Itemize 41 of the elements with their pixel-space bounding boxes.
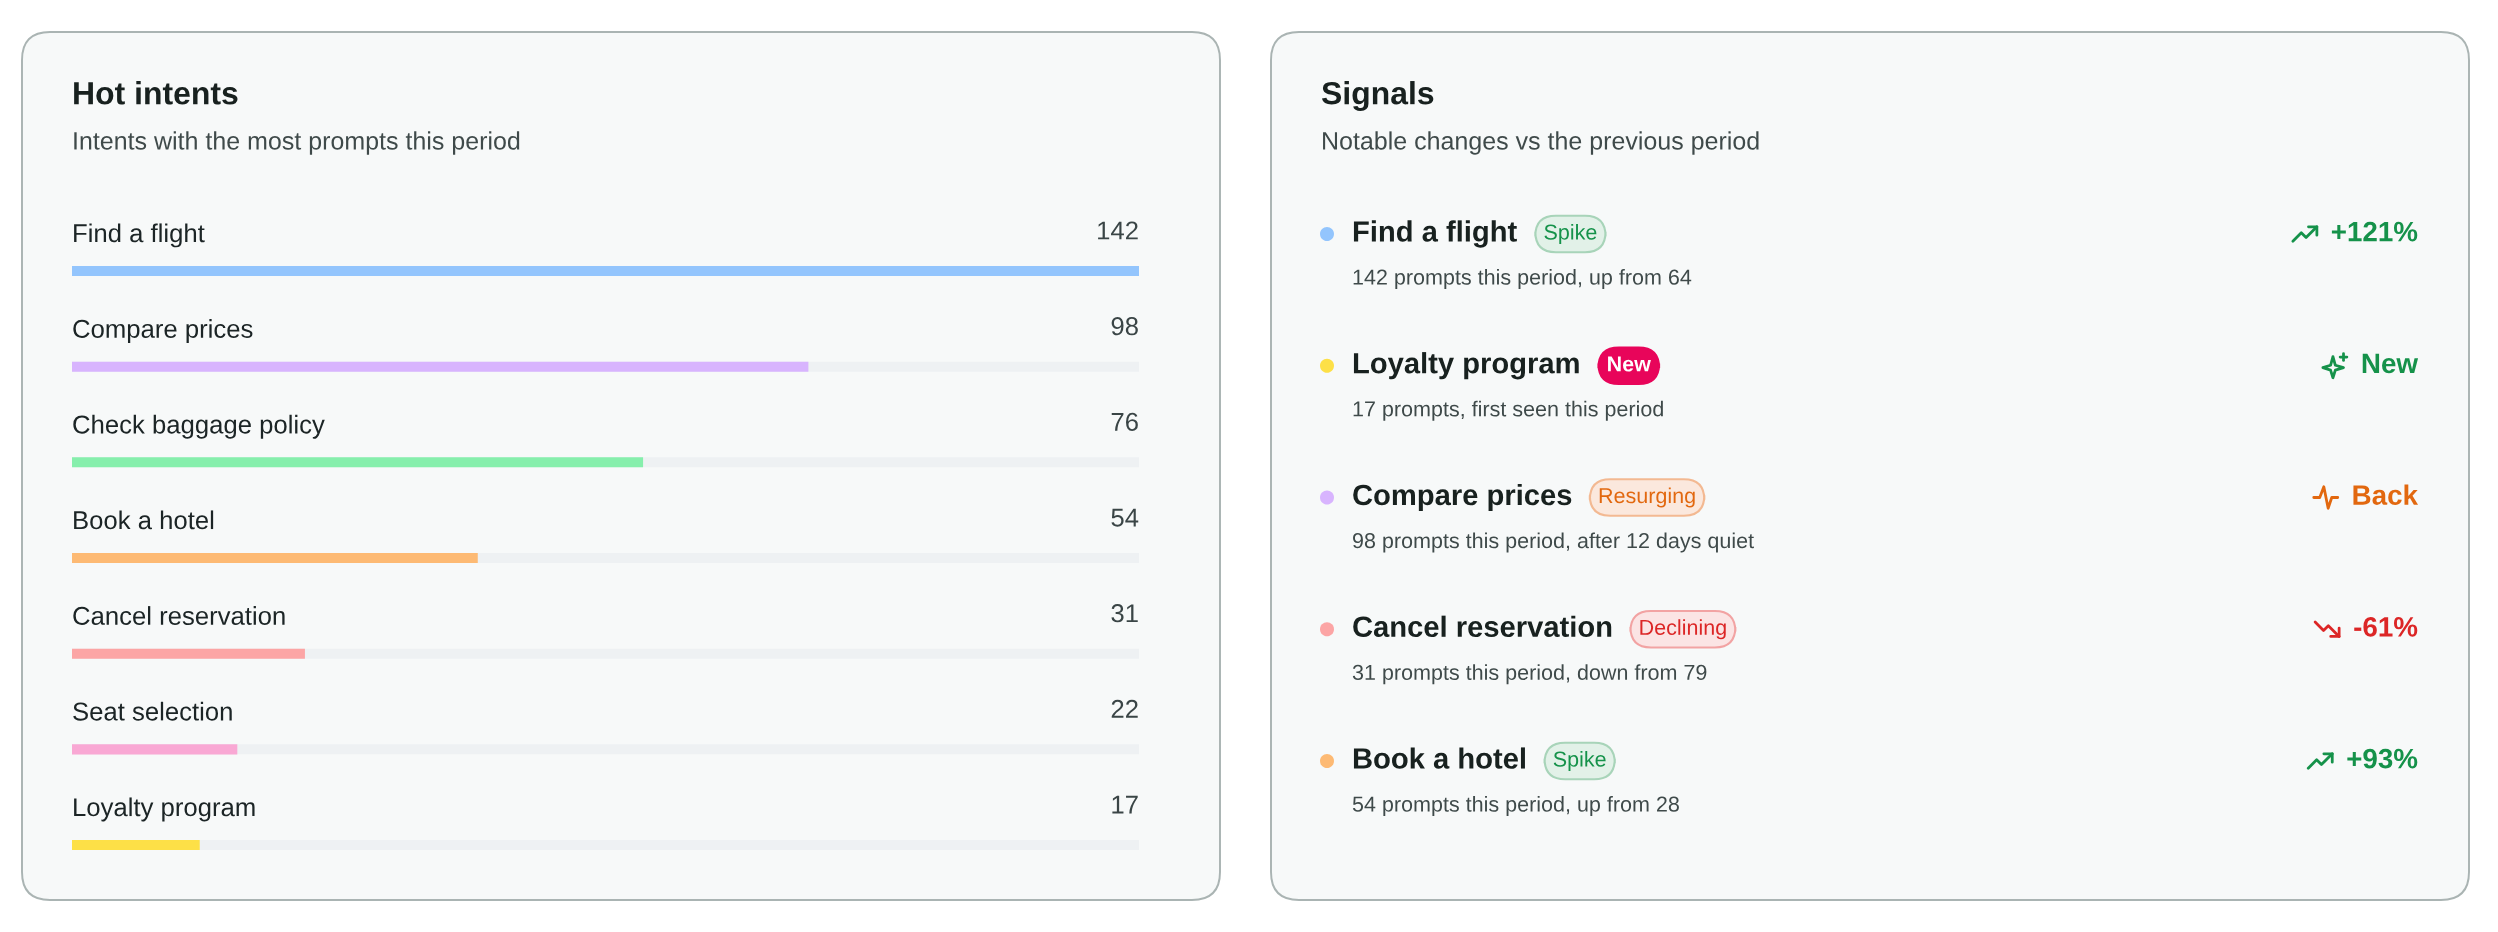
data-label: 22 — [1111, 699, 1138, 718]
y-tick-label: Book a hotel — [74, 510, 214, 530]
data-label: 54 — [1111, 508, 1139, 527]
category-label: Compare prices — [1353, 483, 1572, 512]
text: 17 prompts, first seen this period — [1353, 400, 1663, 421]
text: Declining — [1640, 619, 1726, 640]
y-tick-label: Check baggage policy — [73, 414, 325, 439]
chart-subtitle: Intents with the most prompts this period — [74, 131, 520, 155]
bar — [72, 840, 200, 851]
y-tick-label: Seat selection — [73, 701, 232, 721]
text: +121% — [2331, 221, 2418, 242]
category-label: Find a flight — [1353, 220, 1517, 248]
data-label: 98 — [1111, 317, 1138, 336]
data-label: 142 — [1098, 221, 1138, 240]
text: Spike — [1544, 223, 1597, 245]
category-label: Loyalty program — [1353, 352, 1579, 380]
text: Back — [2353, 484, 2419, 505]
text: Notable changes vs the previous period — [1323, 131, 1759, 155]
text: -61% — [2354, 617, 2418, 637]
chart-title: Hot intents — [74, 81, 238, 105]
bar — [72, 744, 238, 755]
y-tick-label: Find a flight — [74, 223, 205, 248]
text: New — [2362, 353, 2419, 374]
text: Spike — [1553, 750, 1606, 772]
category-label: Cancel reservation — [1353, 615, 1612, 638]
y-tick-label: Cancel reservation — [73, 606, 285, 625]
text: New — [1608, 356, 1651, 372]
data-label: 17 — [1112, 795, 1138, 814]
text: Resurging — [1599, 487, 1695, 508]
y-tick-label: Compare prices — [73, 319, 253, 344]
bar — [72, 648, 305, 659]
data-label: 31 — [1111, 604, 1138, 623]
text: 142 prompts this period, up from 64 — [1353, 268, 1692, 290]
data-label: 76 — [1111, 412, 1138, 431]
text: +93% — [2347, 748, 2418, 769]
text: 31 prompts this period, down from 79 — [1352, 664, 1707, 685]
category-label: Book a hotel — [1353, 747, 1525, 769]
text: Signals — [1321, 81, 1434, 111]
y-tick-label: Loyalty program — [74, 797, 255, 822]
text: 98 prompts this period, after 12 days quiet — [1353, 532, 1754, 553]
text: 54 prompts this period, up from 28 — [1352, 795, 1679, 817]
